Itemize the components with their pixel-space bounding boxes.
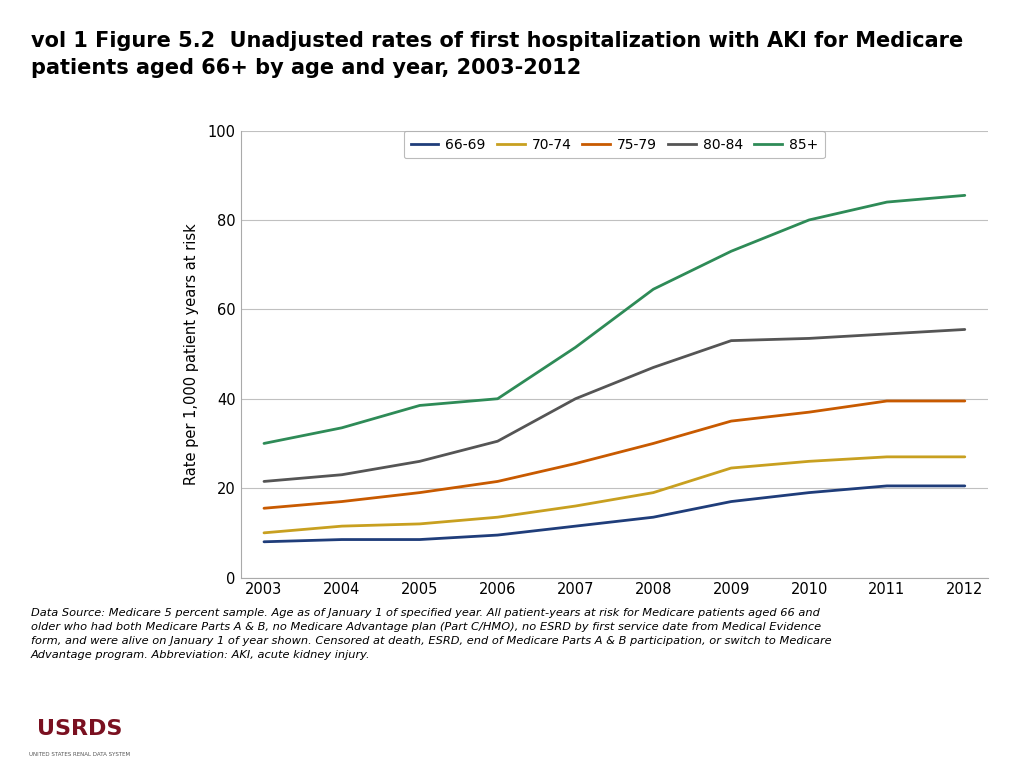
Text: UNITED STATES RENAL DATA SYSTEM: UNITED STATES RENAL DATA SYSTEM <box>29 752 130 757</box>
Text: USRDS: USRDS <box>37 719 122 739</box>
Y-axis label: Rate per 1,000 patient years at risk: Rate per 1,000 patient years at risk <box>184 223 200 485</box>
Legend: 66-69, 70-74, 75-79, 80-84, 85+: 66-69, 70-74, 75-79, 80-84, 85+ <box>403 131 825 158</box>
FancyBboxPatch shape <box>0 700 159 768</box>
Text: 5: 5 <box>985 725 998 743</box>
Text: Vol 1, CKD, Ch 5: Vol 1, CKD, Ch 5 <box>424 725 600 743</box>
Text: Data Source: Medicare 5 percent sample. Age as of January 1 of specified year. A: Data Source: Medicare 5 percent sample. … <box>31 608 831 660</box>
Text: vol 1 Figure 5.2  Unadjusted rates of first hospitalization with AKI for Medicar: vol 1 Figure 5.2 Unadjusted rates of fir… <box>31 31 963 78</box>
